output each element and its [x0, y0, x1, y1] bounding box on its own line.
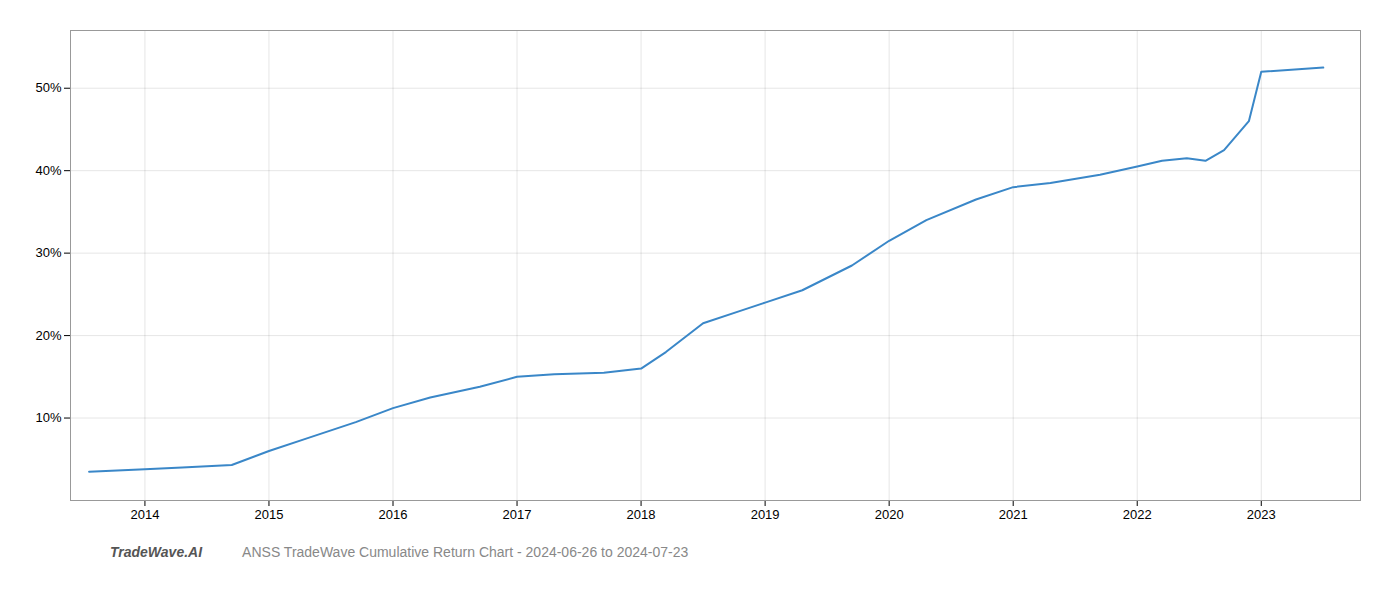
svg-text:2016: 2016 — [379, 507, 408, 522]
svg-text:50%: 50% — [35, 80, 61, 95]
svg-text:2021: 2021 — [999, 507, 1028, 522]
html-text:TradeWave.AI: TradeWave.AI — [110, 544, 203, 560]
svg-text:2015: 2015 — [255, 507, 284, 522]
svg-text:30%: 30% — [35, 245, 61, 260]
svg-text:2022: 2022 — [1123, 507, 1152, 522]
svg-text:40%: 40% — [35, 163, 61, 178]
svg-text:2019: 2019 — [751, 507, 780, 522]
svg-text:2020: 2020 — [875, 507, 904, 522]
svg-text:2023: 2023 — [1247, 507, 1276, 522]
svg-text:2014: 2014 — [130, 507, 159, 522]
svg-text:2017: 2017 — [503, 507, 532, 522]
svg-text:2018: 2018 — [627, 507, 656, 522]
svg-text:20%: 20% — [35, 328, 61, 343]
html-text:ANSS TradeWave Cumulative Retu: ANSS TradeWave Cumulative Return Chart -… — [242, 544, 689, 560]
svg-text:10%: 10% — [35, 410, 61, 425]
